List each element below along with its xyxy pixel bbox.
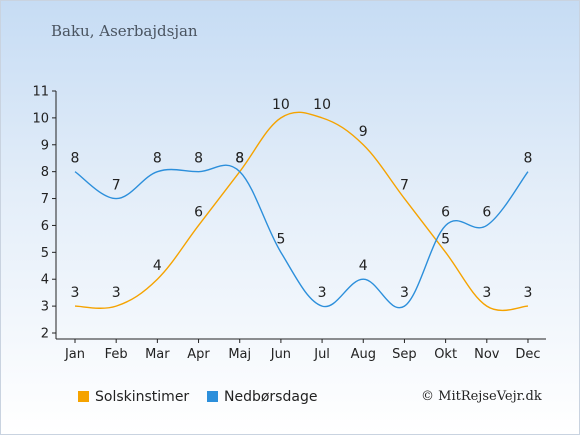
y-tick-label: 11 [32, 84, 49, 99]
data-label-sunshine: 9 [359, 124, 368, 140]
x-tick-label: Sep [392, 347, 417, 362]
x-tick-label: Mar [145, 347, 170, 362]
legend-item-sunshine: Solskinstimer [78, 389, 189, 405]
data-label-sunshine: 3 [524, 285, 533, 301]
data-label-sunshine: 10 [272, 97, 290, 113]
data-label-rain-days: 8 [194, 151, 203, 167]
y-tick-label: 5 [41, 246, 49, 261]
legend-swatch-rain-days [207, 391, 218, 402]
x-tick-label: Okt [434, 347, 457, 362]
data-label-rain-days: 8 [153, 151, 162, 167]
legend-label-sunshine: Solskinstimer [95, 389, 190, 405]
legend-swatch-sunshine [78, 391, 89, 402]
data-label-rain-days: 8 [71, 151, 80, 167]
x-tick-label: Jan [64, 347, 85, 362]
x-tick-label: Dec [515, 347, 540, 362]
data-label-rain-days: 3 [400, 285, 409, 301]
axes: 2 3 4 5 6 7 8 9 10 11 Jan Feb Mar Apr Maj Jun Jul Aug Sep O… [32, 84, 546, 362]
location-title: Baku, Aserbajdsjan [51, 22, 198, 40]
x-tick-label: Apr [187, 347, 210, 362]
data-label-rain-days: 7 [112, 178, 121, 194]
data-label-rain-days: 6 [441, 204, 450, 220]
series-lines [74, 111, 529, 312]
x-tick-label: Jul [313, 347, 330, 362]
data-label-sunshine: 3 [482, 285, 491, 301]
data-label-rain-days: 8 [524, 151, 533, 167]
credit-text: © MitRejseVejr.dk [421, 389, 542, 404]
legend-item-rain-days: Nedbørsdage [207, 389, 317, 405]
data-label-sunshine: 7 [400, 178, 409, 194]
series-line-rain-days [74, 164, 529, 309]
x-tick-label: Feb [105, 347, 128, 362]
data-label-rain-days: 4 [359, 258, 368, 274]
series-line-sunshine [74, 111, 529, 312]
y-tick-label: 4 [41, 273, 49, 288]
data-label-sunshine: 3 [112, 285, 121, 301]
x-tick-label: Aug [351, 347, 376, 362]
data-label-rain-days: 8 [235, 151, 244, 167]
x-tick-label: Maj [228, 347, 251, 362]
data-label-rain-days: 5 [276, 231, 285, 247]
data-label-sunshine: 3 [71, 285, 80, 301]
data-label-sunshine: 5 [441, 231, 450, 247]
legend-label-rain-days: Nedbørsdage [224, 389, 318, 405]
data-label-rain-days: 6 [482, 204, 491, 220]
data-label-sunshine: 6 [194, 204, 203, 220]
y-tick-label: 10 [32, 111, 49, 126]
y-tick-label: 9 [41, 138, 49, 153]
y-tick-label: 2 [41, 327, 49, 342]
data-label-sunshine: 8 [235, 151, 244, 167]
data-label-sunshine: 4 [153, 258, 162, 274]
y-tick-label: 8 [41, 165, 49, 180]
x-tick-label: Jun [270, 347, 291, 362]
y-tick-label: 7 [41, 192, 49, 207]
x-tick-label: Nov [474, 347, 500, 362]
y-tick-label: 3 [41, 300, 49, 315]
data-label-sunshine: 10 [313, 97, 331, 113]
data-label-rain-days: 3 [318, 285, 327, 301]
y-tick-label: 6 [41, 219, 49, 234]
